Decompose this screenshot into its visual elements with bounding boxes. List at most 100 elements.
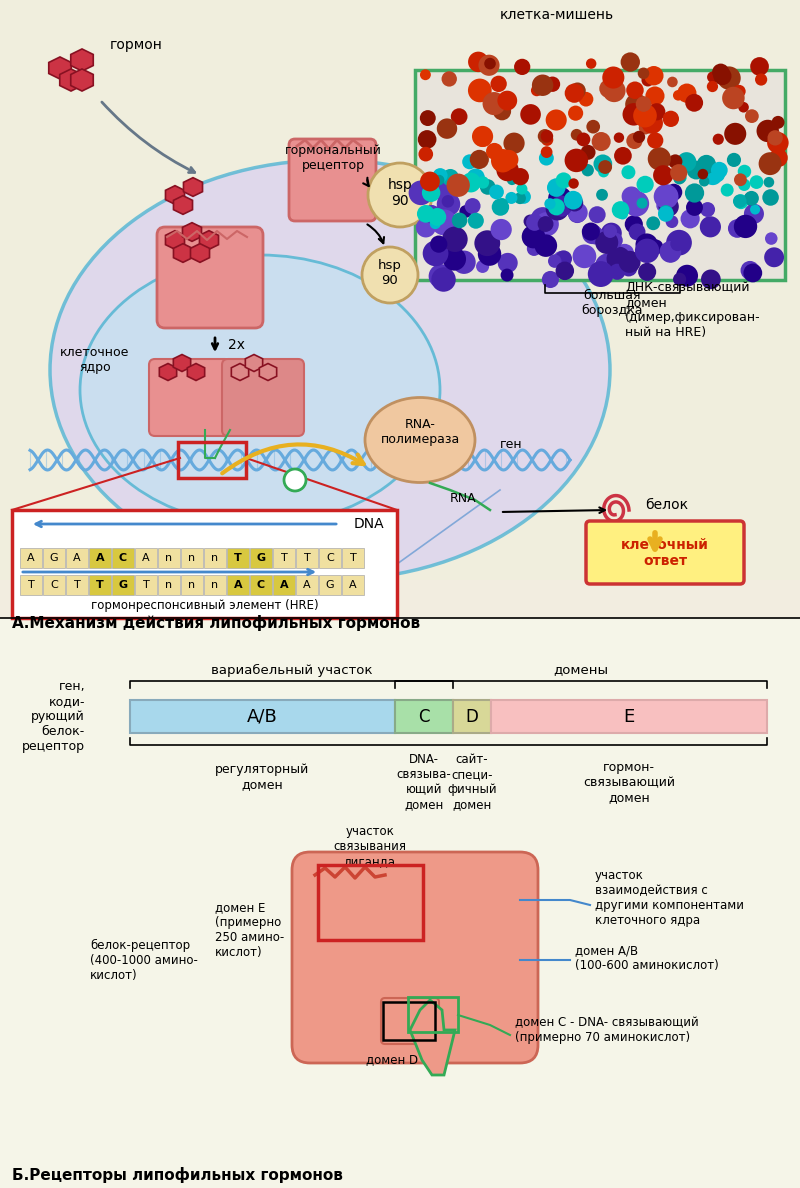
Circle shape [635, 239, 659, 263]
Circle shape [697, 154, 716, 175]
Bar [43, 548, 65, 568]
Text: RNA: RNA [450, 492, 477, 505]
Circle shape [668, 154, 682, 169]
Circle shape [555, 261, 574, 280]
Circle shape [734, 195, 749, 209]
Circle shape [750, 176, 763, 189]
Circle shape [637, 197, 647, 209]
Circle shape [568, 178, 579, 189]
Circle shape [362, 247, 418, 303]
Bar [20, 575, 42, 595]
Circle shape [714, 67, 731, 86]
Circle shape [620, 259, 638, 277]
Circle shape [744, 191, 759, 206]
Text: +: + [289, 472, 302, 487]
Polygon shape [70, 69, 94, 91]
Ellipse shape [365, 398, 475, 482]
Circle shape [721, 184, 734, 196]
Circle shape [486, 143, 503, 159]
FancyBboxPatch shape [586, 522, 744, 584]
Circle shape [494, 158, 509, 172]
Circle shape [718, 67, 741, 90]
Circle shape [727, 153, 741, 168]
FancyBboxPatch shape [381, 998, 439, 1044]
Circle shape [642, 74, 654, 87]
Circle shape [420, 110, 436, 126]
Text: ДНК-связывающий
домен
(димер,фиксирован-
ный на HRE): ДНК-связывающий домен (димер,фиксирован-… [625, 282, 761, 339]
Bar [112, 575, 134, 595]
Circle shape [758, 152, 782, 175]
Circle shape [738, 178, 750, 191]
Bar [491, 700, 767, 733]
Text: n: n [189, 552, 195, 563]
Circle shape [642, 113, 663, 134]
Circle shape [480, 179, 495, 195]
Text: G: G [257, 552, 266, 563]
Circle shape [648, 147, 671, 170]
Text: ген,
коди-
рующий
белок-
рецептор: ген, коди- рующий белок- рецептор [22, 680, 85, 753]
Circle shape [490, 76, 507, 91]
Circle shape [614, 132, 624, 143]
Text: регуляторный
домен: регуляторный домен [215, 763, 310, 791]
Circle shape [442, 247, 466, 271]
Bar [130, 700, 395, 733]
Bar [342, 575, 364, 595]
Ellipse shape [80, 255, 440, 525]
Bar [318, 865, 423, 940]
Circle shape [568, 106, 583, 121]
Polygon shape [190, 244, 210, 263]
Text: вариабельный участок: вариабельный участок [210, 663, 372, 676]
Circle shape [568, 204, 586, 223]
Text: гормональный
рецептор: гормональный рецептор [285, 144, 382, 172]
Text: E: E [623, 708, 634, 726]
Circle shape [468, 213, 484, 229]
Bar [158, 575, 180, 595]
Circle shape [638, 263, 656, 280]
Circle shape [472, 126, 493, 147]
Text: T: T [74, 580, 80, 590]
Circle shape [662, 110, 679, 127]
Circle shape [622, 187, 642, 207]
Text: n: n [211, 552, 218, 563]
Circle shape [446, 173, 470, 197]
Circle shape [712, 64, 730, 81]
Circle shape [570, 128, 582, 140]
Circle shape [420, 171, 440, 191]
Circle shape [722, 87, 745, 109]
Circle shape [555, 251, 572, 267]
Circle shape [442, 195, 454, 208]
Text: T: T [304, 552, 310, 563]
Text: белок-рецептор
(400-1000 амино-
кислот): белок-рецептор (400-1000 амино- кислот) [90, 939, 198, 981]
Circle shape [637, 176, 654, 192]
Text: участок
взаимодействия с
другими компонентами
клеточного ядра: участок взаимодействия с другими компоне… [595, 868, 744, 927]
Circle shape [477, 176, 489, 189]
Circle shape [493, 102, 511, 120]
Circle shape [744, 204, 764, 223]
Polygon shape [174, 196, 193, 214]
Circle shape [609, 264, 626, 280]
Circle shape [484, 58, 496, 69]
Circle shape [653, 165, 674, 185]
Circle shape [618, 251, 641, 273]
Circle shape [489, 184, 504, 200]
Circle shape [606, 247, 631, 271]
Text: A: A [96, 552, 104, 563]
Circle shape [431, 209, 457, 235]
Circle shape [676, 235, 689, 248]
Circle shape [527, 241, 542, 255]
Circle shape [417, 206, 434, 222]
Circle shape [757, 120, 779, 143]
Circle shape [625, 215, 643, 233]
Circle shape [433, 169, 448, 183]
Bar [0, 618, 800, 1188]
Circle shape [733, 84, 746, 97]
Polygon shape [182, 222, 202, 241]
Circle shape [470, 150, 489, 169]
Circle shape [621, 52, 640, 71]
Bar [250, 575, 272, 595]
Circle shape [700, 216, 721, 238]
Circle shape [771, 116, 785, 128]
Circle shape [762, 189, 779, 206]
Circle shape [648, 240, 663, 254]
Text: T: T [281, 552, 287, 563]
